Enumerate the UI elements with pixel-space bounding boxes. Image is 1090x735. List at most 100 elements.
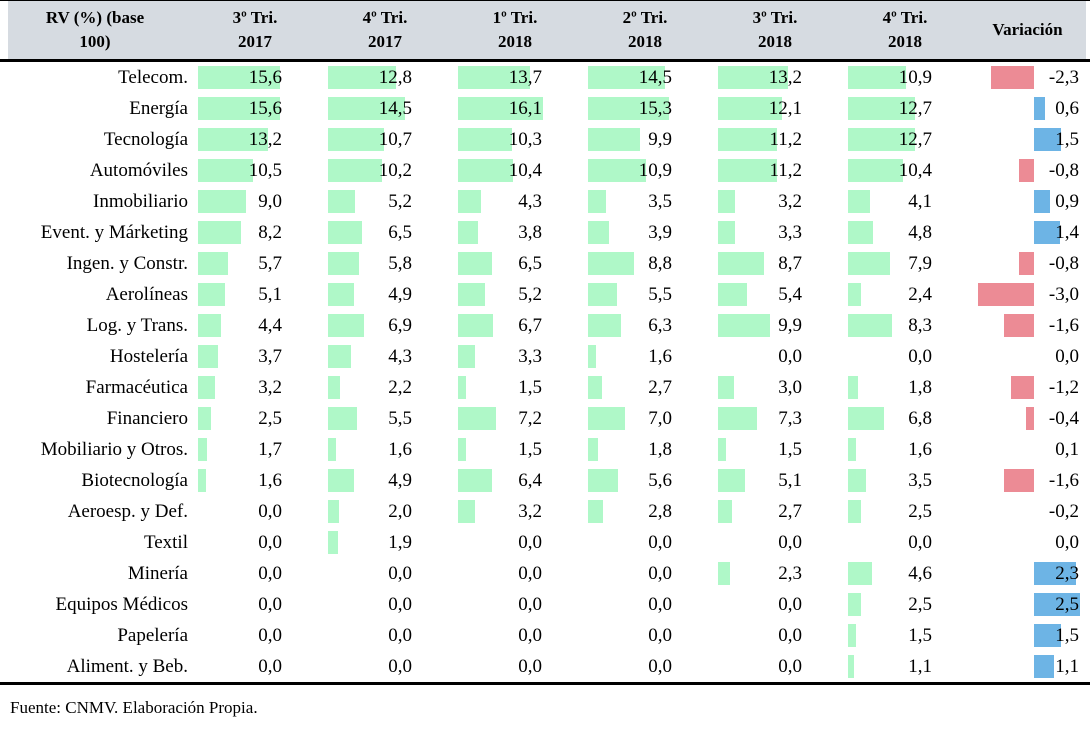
green-data-bar (328, 252, 359, 275)
cell-value: 6,3 (648, 315, 672, 336)
cell-value: 9,9 (778, 315, 802, 336)
green-data-bar (328, 438, 337, 461)
green-data-bar (718, 562, 731, 585)
positive-variation-bar (1033, 655, 1055, 678)
green-data-bar (588, 252, 635, 275)
green-data-bar (588, 190, 607, 213)
value-cell: 4,4 (190, 310, 320, 341)
green-data-bar (588, 345, 597, 368)
value-cell: 0,0 (450, 527, 580, 558)
green-data-bar (588, 159, 646, 182)
table-row: Aerolíneas 5,1 4,9 5,2 5,5 5,4 2,4 -3,0 (0, 279, 1090, 310)
variation-cell: -1,6 (970, 465, 1085, 496)
cell-value: 2,0 (388, 501, 412, 522)
positive-variation-bar (1033, 624, 1062, 647)
cell-value: 8,7 (778, 253, 802, 274)
green-data-bar (328, 345, 351, 368)
green-data-bar (588, 469, 618, 492)
green-data-bar (458, 97, 543, 120)
cell-value: 1,1 (908, 656, 932, 677)
value-cell: 10,7 (320, 124, 450, 155)
value-cell: 8,7 (710, 248, 840, 279)
variation-cell: 0,0 (970, 527, 1085, 558)
cell-value: 5,1 (258, 284, 282, 305)
variation-value: 2,3 (1055, 563, 1079, 584)
value-cell: 5,5 (580, 279, 710, 310)
negative-variation-bar (990, 66, 1034, 89)
row-label: Log. y Trans. (86, 314, 188, 336)
value-cell: 2,8 (580, 496, 710, 527)
green-data-bar (458, 159, 513, 182)
cell-value: 3,5 (648, 191, 672, 212)
variation-value: 0,6 (1055, 98, 1079, 119)
value-cell: 1,5 (450, 372, 580, 403)
green-data-bar (198, 66, 281, 89)
value-cell: 2,7 (580, 372, 710, 403)
value-cell: 5,6 (580, 465, 710, 496)
column-header-line: 100) (79, 32, 111, 51)
cell-value: 12,7 (898, 98, 932, 119)
rv-sector-databar-table: RV (%) (base 100) 3º Tri. 2017 4º Tri. 2… (0, 0, 1090, 717)
green-data-bar (588, 283, 618, 306)
column-header-line: 2º Tri. (622, 8, 668, 27)
variation-cell: 1,4 (970, 217, 1085, 248)
column-header-line: 2017 (238, 32, 272, 51)
cell-value: 1,6 (258, 470, 282, 491)
value-cell: 1,6 (840, 434, 970, 465)
green-data-bar (848, 128, 916, 151)
value-cell: 9,0 (190, 186, 320, 217)
value-cell: 1,6 (190, 465, 320, 496)
cell-value: 0,0 (518, 625, 542, 646)
green-data-bar (458, 407, 496, 430)
green-data-bar (198, 469, 207, 492)
value-cell: 0,0 (710, 527, 840, 558)
row-label: Textil (143, 531, 188, 553)
green-data-bar (588, 376, 603, 399)
variation-value: -0,8 (1048, 160, 1079, 181)
value-cell: 0,0 (190, 496, 320, 527)
variation-cell: 2,5 (970, 589, 1085, 620)
value-cell: 4,6 (840, 558, 970, 589)
green-data-bar (198, 190, 246, 213)
cell-value: 5,1 (778, 470, 802, 491)
variation-cell: 2,3 (970, 558, 1085, 589)
green-data-bar (458, 128, 513, 151)
value-cell: 0,0 (450, 620, 580, 651)
table-row: Aliment. y Beb. 0,0 0,0 0,0 0,0 0,0 1,1 1,1 (0, 651, 1090, 682)
row-label: Mobiliario y Otros. (40, 438, 188, 460)
cell-value: 7,9 (908, 253, 932, 274)
green-data-bar (328, 469, 354, 492)
value-cell: 15,6 (190, 62, 320, 93)
value-cell: 0,0 (190, 651, 320, 682)
value-cell: 5,2 (320, 186, 450, 217)
value-cell: 2,7 (710, 496, 840, 527)
green-data-bar (458, 500, 475, 523)
negative-variation-bar (1018, 252, 1034, 275)
table-row: Event. y Márketing 8,2 6,5 3,8 3,9 3,3 4,8 1,4 (0, 217, 1090, 248)
cell-value: 4,1 (908, 191, 932, 212)
cell-value: 3,2 (518, 501, 542, 522)
value-cell: 6,5 (320, 217, 450, 248)
variation-value: -1,6 (1048, 315, 1079, 336)
value-cell: 4,3 (450, 186, 580, 217)
value-cell: 0,0 (710, 589, 840, 620)
value-cell: 0,0 (190, 527, 320, 558)
value-cell: 13,2 (710, 62, 840, 93)
cell-value: 0,0 (258, 501, 282, 522)
cell-value: 13,7 (508, 67, 542, 88)
value-cell: 2,4 (840, 279, 970, 310)
variation-value: 1,5 (1055, 129, 1079, 150)
green-data-bar (328, 159, 382, 182)
cell-value: 2,5 (908, 594, 932, 615)
cell-value: 1,7 (258, 439, 282, 460)
green-data-bar (588, 221, 609, 244)
green-data-bar (198, 159, 254, 182)
value-cell: 4,3 (320, 341, 450, 372)
table-body: Telecom. 15,6 12,8 13,7 14,5 13,2 10,9 -2,3 Ener… (0, 62, 1090, 682)
column-header-rv-base: RV (%) (base 100) (0, 6, 190, 54)
value-cell: 3,2 (190, 372, 320, 403)
green-data-bar (718, 159, 778, 182)
cell-value: 0,0 (648, 625, 672, 646)
column-header-line: 3º Tri. (752, 8, 798, 27)
cell-value: 10,2 (378, 160, 412, 181)
